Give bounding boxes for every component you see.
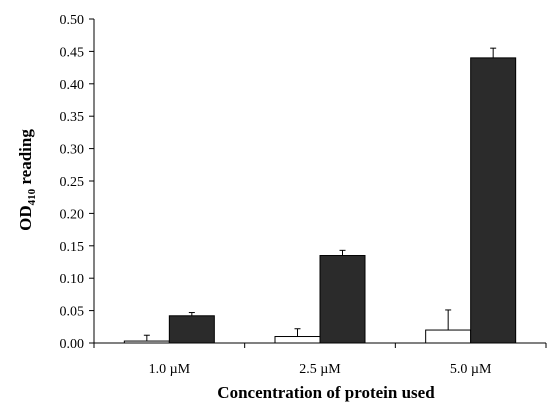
x-axis-ticks: 1.0 µM 2.5 µM 5.0 µM — [93, 343, 547, 377]
y-tick-label: 0.25 — [60, 175, 85, 190]
y-axis-ticks: 0.00 0.05 0.10 0.15 0.20 0.25 0.30 0.35 0.40 0.45… — [60, 13, 94, 352]
y-tick-label: 0.45 — [60, 45, 85, 60]
y-tick-label: 0.35 — [60, 110, 85, 125]
y-tick-label: 0.50 — [60, 13, 85, 28]
bar — [168, 315, 215, 344]
y-axis-title-main: OD — [16, 205, 35, 231]
x-tick-label: 2.5 µM — [299, 362, 341, 377]
x-tick-label: 1.0 µM — [149, 362, 191, 377]
y-axis-title-subscript: 410 — [26, 188, 38, 205]
y-tick-label: 0.15 — [60, 240, 85, 255]
x-axis-title: Concentration of protein used — [217, 383, 435, 402]
error-bars — [143, 47, 497, 342]
y-tick-label: 0.05 — [60, 305, 85, 320]
bars — [123, 57, 517, 344]
bar — [470, 57, 517, 344]
x-tick-label: 5.0 µM — [450, 362, 492, 377]
y-tick-label: 0.30 — [60, 143, 85, 158]
y-tick-label: 0.10 — [60, 272, 85, 287]
y-tick-label: 0.00 — [60, 337, 85, 352]
bar — [319, 255, 366, 344]
y-axis-title: OD410 reading — [16, 129, 38, 231]
y-tick-label: 0.20 — [60, 207, 85, 222]
bar — [274, 336, 321, 344]
y-axis-title-tail: reading — [16, 129, 35, 189]
y-tick-label: 0.40 — [60, 78, 85, 93]
bar — [425, 329, 472, 344]
